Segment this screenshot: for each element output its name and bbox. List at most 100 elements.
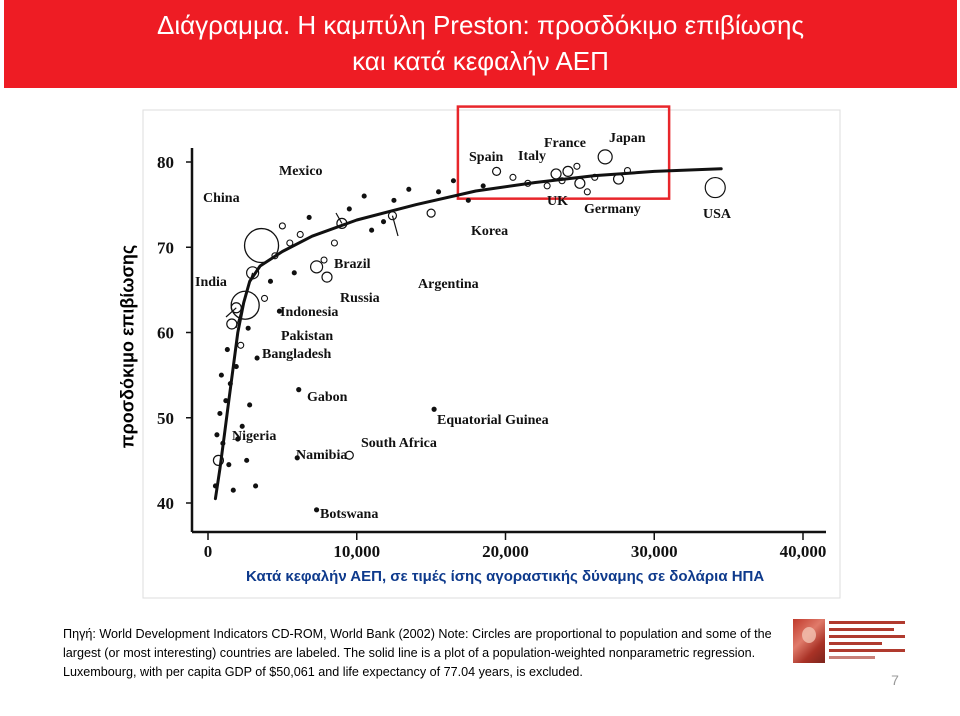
page-number: 7	[891, 672, 899, 688]
point-label-pakistan: Pakistan	[281, 329, 333, 344]
point-label-namibia: Namibia	[296, 448, 347, 463]
point-label-germany: Germany	[584, 202, 641, 217]
point-label-india: India	[195, 275, 227, 290]
data-point	[276, 308, 282, 314]
regression-curve	[213, 167, 723, 501]
point-label-france: France	[544, 136, 586, 151]
point-label-nigeria: Nigeria	[232, 429, 276, 444]
data-point	[244, 457, 250, 463]
data-point	[450, 178, 456, 184]
data-point-usa	[704, 176, 726, 199]
highlight-box	[456, 105, 671, 200]
data-point	[247, 402, 253, 408]
data-point-japan	[597, 149, 613, 165]
data-point	[237, 341, 245, 349]
point-label-mexico: Mexico	[279, 164, 323, 179]
point-label-china: China	[203, 191, 240, 206]
data-point	[436, 189, 442, 195]
data-point	[224, 346, 230, 353]
y-tick-label: 50	[157, 409, 174, 428]
x-axis-label: Κατά κεφαλήν ΑΕΠ, σε τιμές ίσης αγοραστι…	[246, 568, 765, 585]
data-point	[278, 222, 286, 230]
data-point	[230, 487, 236, 493]
x-tick-label: 20,000	[482, 542, 529, 561]
point-label-japan: Japan	[609, 131, 646, 146]
data-point	[260, 294, 269, 302]
data-point	[330, 239, 338, 247]
title-bar: Διάγραμμα. Η καμπύλη Preston: προσδόκιμο…	[4, 0, 957, 88]
slide-title-line1: Διάγραμμα. Η καμπύλη Preston: προσδόκιμο…	[156, 10, 804, 40]
data-point	[254, 355, 260, 361]
logo-image	[793, 619, 825, 663]
data-point	[369, 227, 375, 233]
x-tick-label: 30,000	[631, 542, 678, 561]
point-label-indonesia: Indonesia	[280, 305, 338, 320]
data-point	[296, 230, 304, 239]
data-point-china	[243, 227, 280, 264]
y-tick-label: 60	[157, 324, 174, 343]
data-point	[509, 173, 517, 181]
data-point	[291, 270, 297, 276]
data-point	[214, 432, 220, 438]
point-label-usa: USA	[703, 207, 732, 222]
chart-frame	[142, 109, 841, 599]
data-point	[361, 193, 367, 199]
point-label-south-africa: South Africa	[361, 436, 437, 451]
data-point	[380, 219, 387, 225]
point-label-bangladesh: Bangladesh	[262, 347, 331, 362]
point-label-argentina: Argentina	[418, 277, 479, 292]
data-point	[573, 162, 581, 170]
data-point	[346, 206, 352, 212]
data-point	[267, 278, 274, 284]
x-tick-label: 40,000	[780, 542, 827, 561]
data-point-nigeria	[212, 454, 225, 466]
x-tick-label: 0	[204, 542, 213, 561]
point-label-uk: UK	[547, 194, 568, 209]
point-label-gabon: Gabon	[307, 390, 348, 405]
point-label-brazil: Brazil	[334, 257, 371, 272]
data-point-russia	[321, 271, 333, 283]
y-tick-label: 40	[157, 494, 174, 513]
data-point	[286, 239, 294, 247]
data-point	[245, 325, 251, 331]
y-tick-label: 70	[157, 238, 174, 257]
point-label-equatorial-guinea: Equatorial Guinea	[437, 413, 549, 428]
data-point	[583, 188, 591, 196]
leader-line	[225, 307, 237, 318]
data-point-spain	[491, 166, 502, 176]
data-point-namibia	[294, 455, 300, 461]
point-label-botswana: Botswana	[320, 507, 378, 522]
data-point	[480, 183, 486, 189]
data-point	[217, 410, 223, 417]
slide-title-line2: και κατά κεφαλήν ΑΕΠ	[352, 46, 609, 76]
data-point-india	[230, 290, 260, 320]
point-label-russia: Russia	[340, 291, 380, 306]
data-point	[543, 182, 551, 190]
data-point	[306, 214, 312, 220]
data-point	[253, 483, 259, 489]
data-point	[226, 462, 232, 468]
logo-text	[829, 621, 905, 661]
leader-line	[235, 272, 254, 329]
leader-line	[391, 215, 399, 237]
data-point-korea	[426, 208, 436, 218]
data-point-gabon	[296, 387, 302, 393]
data-point-france	[562, 165, 574, 177]
data-point	[391, 197, 397, 203]
y-tick-label: 80	[157, 153, 174, 172]
leader-line	[335, 212, 343, 224]
data-point	[406, 186, 412, 192]
data-point-south-africa	[344, 450, 354, 460]
data-point	[218, 372, 224, 378]
data-point	[465, 197, 471, 203]
x-tick-label: 10,000	[333, 542, 380, 561]
data-point-botswana	[313, 507, 320, 513]
data-point-equatorial-guinea	[431, 406, 437, 412]
point-label-italy: Italy	[518, 149, 546, 164]
data-point	[235, 436, 241, 442]
data-point-brazil	[309, 260, 324, 274]
point-label-korea: Korea	[471, 224, 508, 239]
point-label-spain: Spain	[469, 150, 503, 165]
data-point	[239, 423, 245, 429]
